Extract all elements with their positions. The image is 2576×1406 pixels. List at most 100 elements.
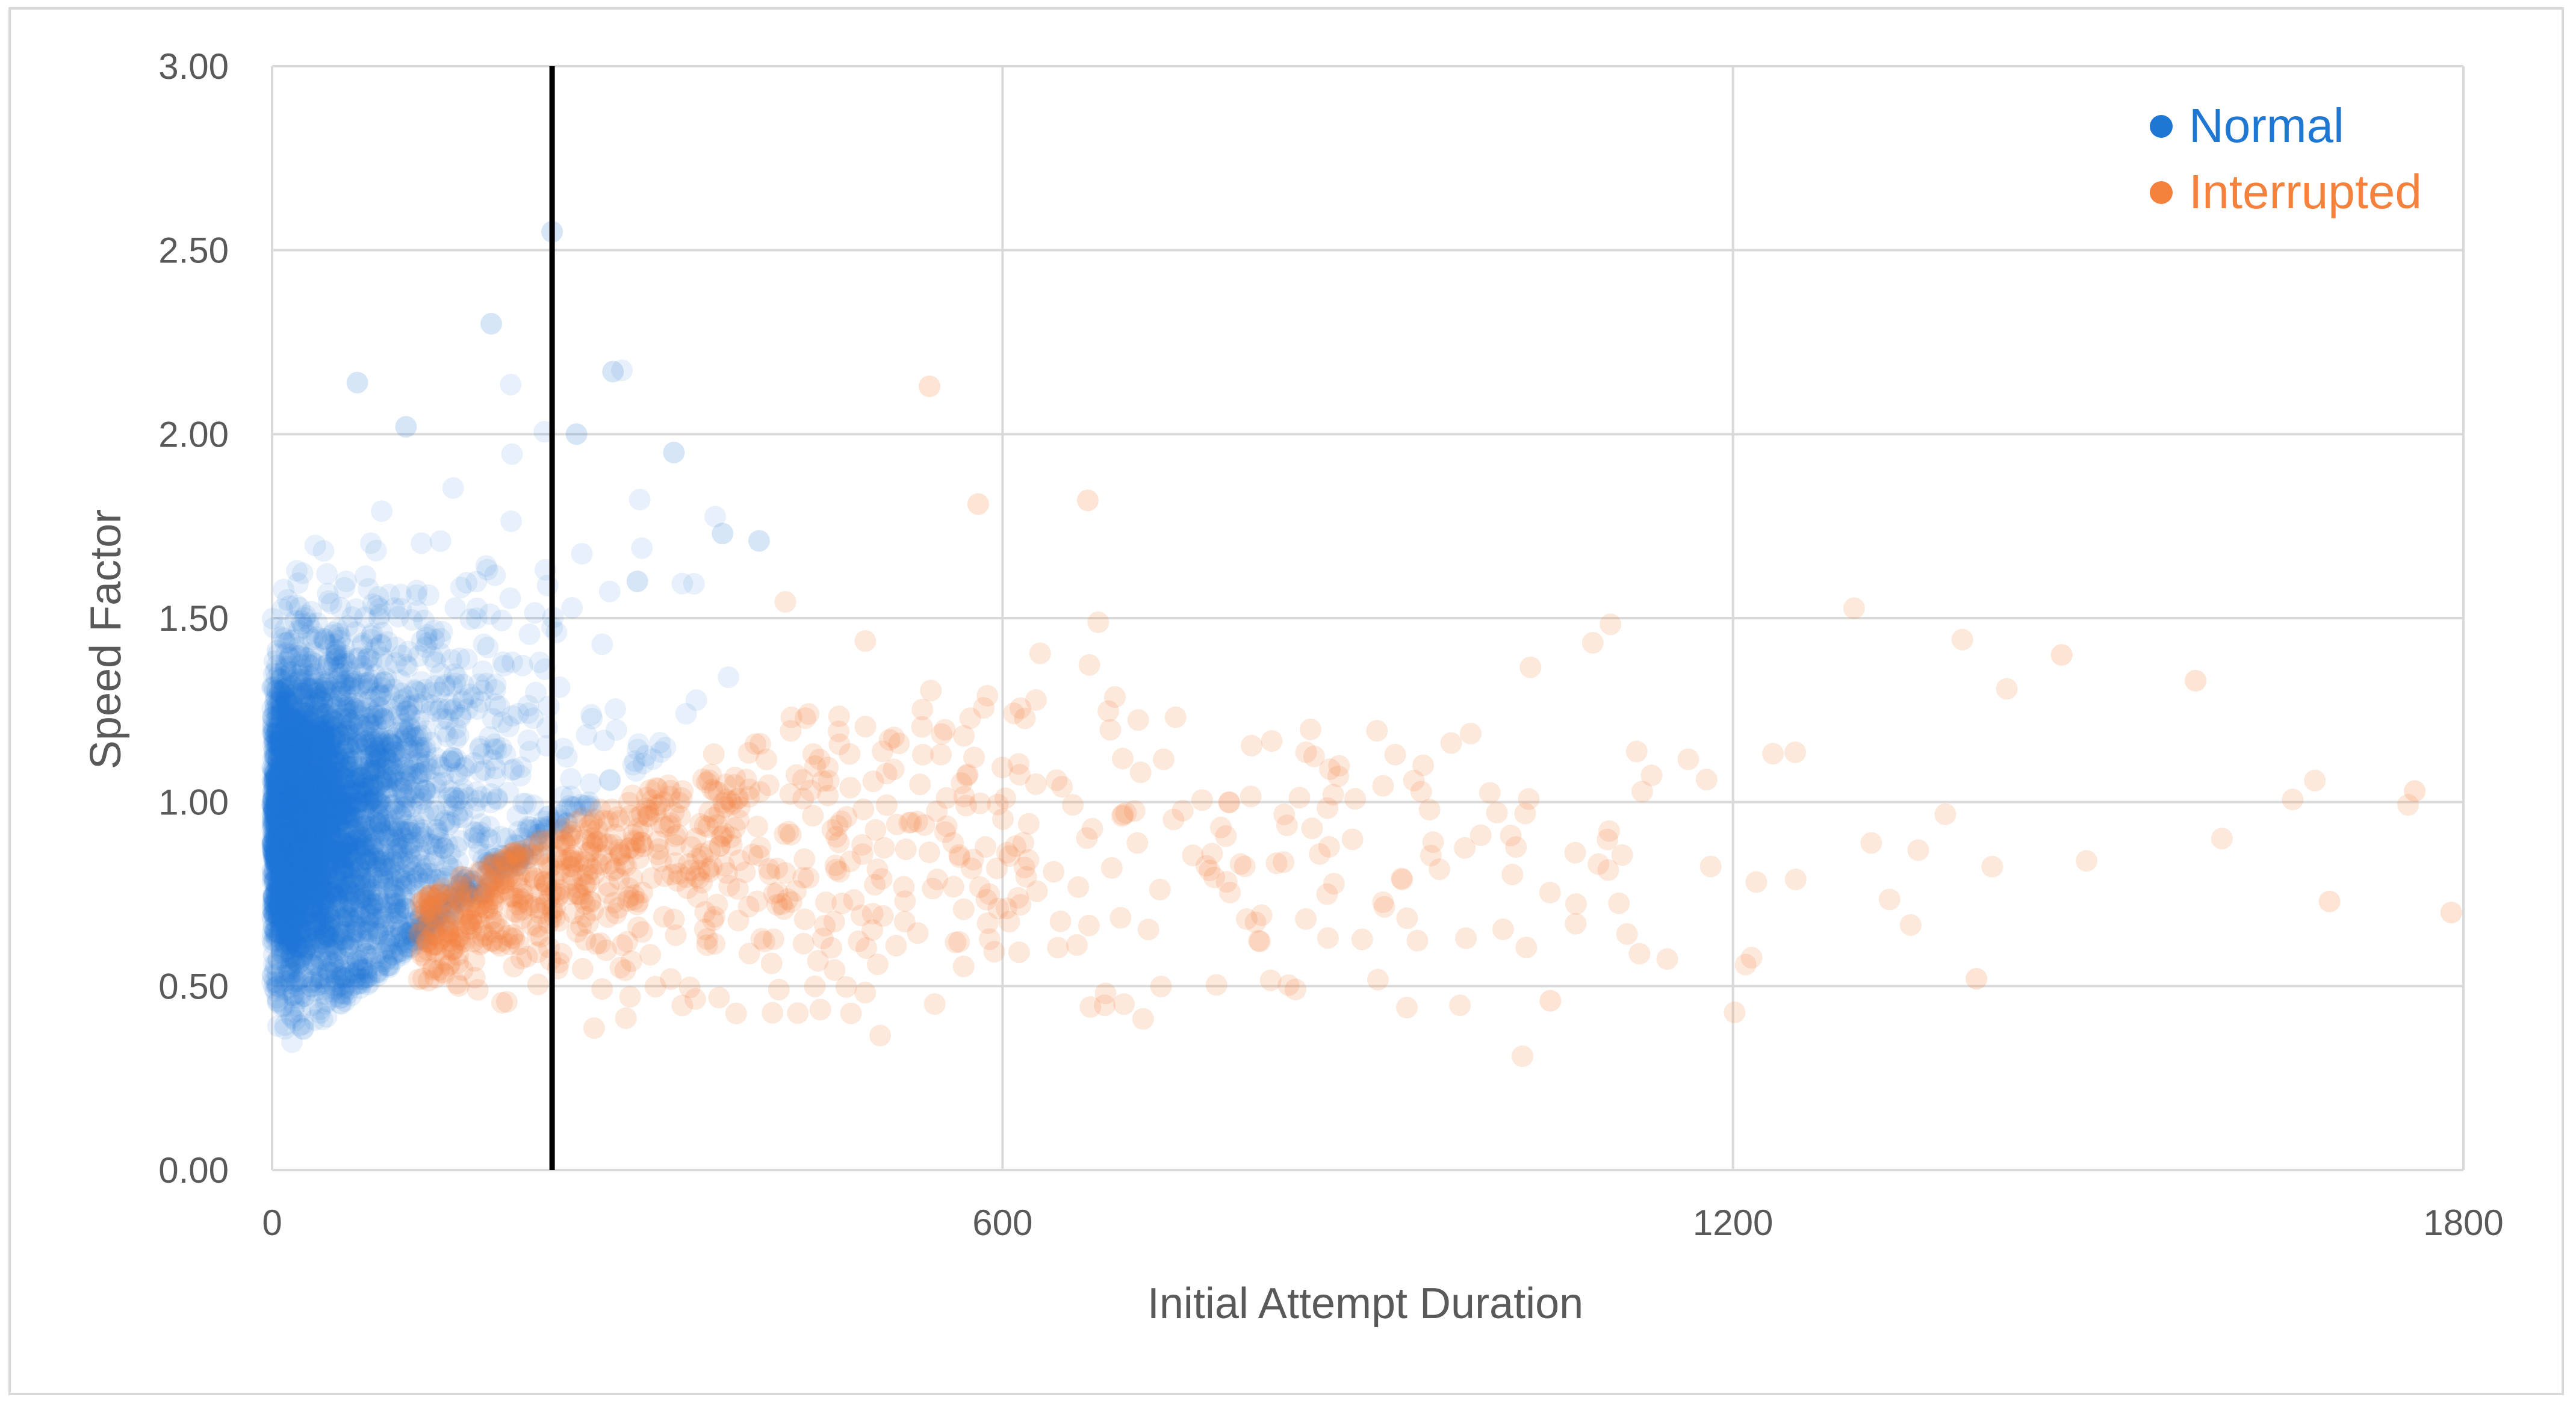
point-normal: [317, 799, 338, 822]
point-normal: [285, 797, 307, 820]
point-normal: [500, 510, 522, 533]
point-normal: [351, 835, 373, 858]
point-interrupted: [1249, 931, 1271, 953]
point-normal: [272, 808, 294, 830]
point-normal: [417, 905, 439, 927]
point-normal: [492, 858, 515, 879]
point-normal: [466, 597, 488, 619]
point-interrupted: [1934, 803, 1957, 825]
point-interrupted: [1043, 861, 1065, 883]
point-interrupted: [885, 935, 907, 957]
point-normal: [309, 685, 331, 707]
point-normal: [275, 867, 297, 889]
point-normal: [314, 850, 337, 872]
point-normal: [368, 737, 390, 759]
point-normal: [288, 935, 310, 958]
point-normal: [274, 782, 296, 805]
point-interrupted: [1029, 642, 1051, 664]
point-normal: [277, 844, 299, 867]
point-interrupted: [735, 769, 757, 791]
point-normal: [327, 754, 350, 776]
point-interrupted: [918, 841, 940, 864]
point-interrupted: [1486, 802, 1508, 824]
point-normal: [324, 885, 347, 908]
point-normal: [427, 822, 449, 844]
point-interrupted: [1078, 914, 1100, 937]
point-normal: [314, 773, 336, 796]
point-normal: [271, 798, 293, 820]
point-normal: [279, 924, 301, 946]
point-normal: [394, 856, 417, 878]
point-normal: [346, 790, 368, 811]
point-interrupted: [780, 720, 802, 742]
point-normal: [267, 962, 289, 985]
point-normal: [371, 862, 394, 884]
point-normal: [302, 776, 324, 799]
point-normal: [324, 821, 347, 843]
point-normal: [266, 890, 288, 912]
point-normal: [303, 940, 325, 962]
point-normal: [264, 718, 286, 740]
point-normal: [357, 793, 379, 816]
point-normal: [332, 859, 355, 881]
point-interrupted: [1600, 613, 1622, 636]
point-normal: [358, 889, 380, 911]
point-normal: [312, 799, 335, 822]
point-normal: [436, 884, 459, 906]
point-normal: [265, 881, 287, 903]
point-normal: [279, 970, 301, 991]
point-normal: [364, 704, 386, 726]
point-normal: [334, 734, 355, 756]
point-normal: [419, 896, 441, 918]
point-normal: [276, 631, 299, 654]
point-normal: [315, 769, 337, 791]
point-normal: [273, 891, 295, 913]
point-normal: [483, 854, 505, 876]
point-normal: [355, 829, 377, 852]
point-normal: [351, 950, 373, 972]
point-normal: [289, 708, 311, 730]
point-normal: [270, 864, 292, 887]
point-normal: [337, 792, 359, 814]
point-interrupted: [1384, 743, 1406, 766]
point-interrupted: [911, 716, 933, 738]
point-normal: [367, 791, 390, 814]
point-normal: [267, 869, 289, 891]
point-normal: [552, 737, 574, 760]
point-normal: [261, 802, 284, 824]
point-interrupted: [1695, 769, 1718, 791]
point-interrupted: [1539, 881, 1561, 903]
point-normal: [394, 763, 417, 785]
point-interrupted: [595, 939, 617, 961]
point-normal: [266, 799, 288, 822]
point-normal: [305, 626, 327, 648]
point-normal: [272, 847, 294, 870]
point-normal: [281, 949, 303, 971]
point-normal: [275, 807, 297, 829]
point-normal: [324, 847, 347, 870]
point-normal: [262, 722, 285, 745]
point-normal: [278, 785, 299, 808]
point-normal: [337, 841, 359, 863]
point-normal: [317, 760, 339, 782]
point-normal: [285, 876, 307, 899]
point-normal: [383, 727, 405, 749]
point-normal: [357, 674, 379, 696]
point-normal: [311, 803, 334, 825]
point-normal: [385, 865, 408, 887]
point-interrupted: [1017, 813, 1040, 835]
point-normal: [272, 826, 294, 848]
point-interrupted: [809, 999, 831, 1021]
point-interrupted: [869, 1024, 891, 1047]
point-normal: [281, 964, 303, 986]
point-normal: [408, 752, 430, 774]
point-normal: [429, 530, 452, 553]
point-normal: [298, 773, 320, 796]
point-normal: [275, 689, 297, 711]
point-normal: [310, 776, 332, 797]
point-interrupted: [875, 763, 898, 785]
point-normal: [317, 583, 339, 604]
point-normal: [268, 772, 290, 794]
point-normal: [325, 787, 347, 809]
point-normal: [362, 785, 384, 807]
